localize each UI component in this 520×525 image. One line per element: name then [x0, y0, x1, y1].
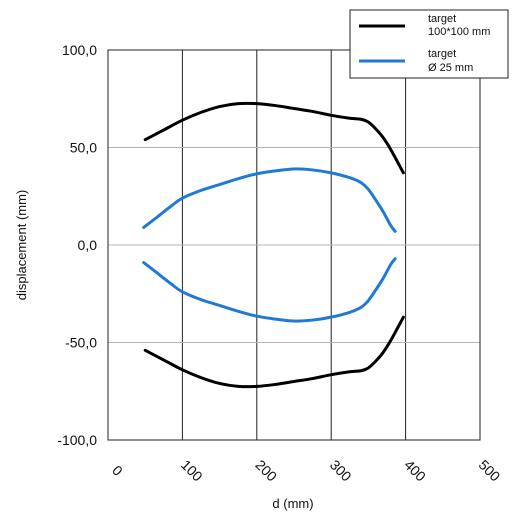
x-tick-label: 200	[252, 457, 280, 485]
series-layer	[142, 101, 405, 389]
series-black-lower	[143, 315, 405, 389]
y-tick-label: -50,0	[65, 335, 97, 351]
y-tick-label: -100,0	[57, 432, 97, 448]
series-blue-lower	[142, 257, 397, 323]
x-tick-label: 400	[401, 457, 429, 485]
y-tick-label: 0,0	[78, 237, 98, 253]
series-blue-upper	[142, 167, 397, 233]
y-tick-label: 100,0	[62, 42, 97, 58]
plot-area-frame	[107, 49, 481, 441]
legend: target 100*100 mm target Ø 25 mm	[349, 9, 509, 79]
x-tick-label: 0	[109, 462, 126, 479]
y-axis-title: displacement (mm)	[14, 190, 29, 301]
x-tick-label: 500	[476, 457, 504, 485]
tick-labels: 0 100 200 300 400 500 100,0 50,0 0,0 -50,0 -100,0	[57, 42, 503, 485]
legend-label-target-100x100-line1: target	[428, 13, 456, 25]
x-tick-label: 100	[178, 457, 206, 485]
x-tick-label: 300	[327, 457, 355, 485]
x-axis-title: d (mm)	[272, 496, 313, 511]
y-tick-label: 50,0	[70, 140, 97, 156]
legend-label-target-100x100-line2: 100*100 mm	[428, 26, 490, 38]
legend-label-target-d25-line1: target	[428, 48, 456, 60]
legend-box	[349, 9, 509, 79]
legend-label-target-d25-line2: Ø 25 mm	[428, 62, 473, 74]
series-black-upper	[143, 101, 405, 175]
